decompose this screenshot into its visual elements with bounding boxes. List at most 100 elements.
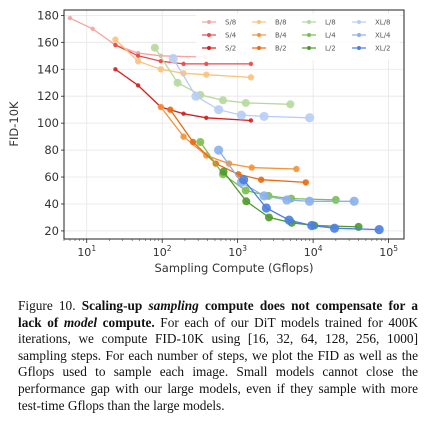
x-tick-label: 102 xyxy=(153,244,172,259)
data-point-b-8 xyxy=(203,71,210,78)
data-point-s-8 xyxy=(67,15,73,21)
legend-label: S/2 xyxy=(225,45,236,53)
legend-swatch-marker xyxy=(257,33,261,37)
series-s-8 xyxy=(67,15,208,60)
x-tick-label: 103 xyxy=(228,244,247,259)
y-tick-label: 120 xyxy=(37,89,59,103)
legend-swatch-marker xyxy=(307,20,311,24)
data-point-l-2 xyxy=(242,197,251,206)
series-line-xl-4 xyxy=(218,149,355,202)
data-point-l-8 xyxy=(173,78,182,87)
series-xl-2 xyxy=(239,175,384,235)
data-point-l-8 xyxy=(150,43,159,52)
data-point-s-2 xyxy=(204,115,209,120)
data-point-b-4 xyxy=(248,164,255,171)
figure-caption: Figure 10. Scaling-up sampling compute d… xyxy=(18,298,418,414)
data-point-b-8 xyxy=(157,66,165,73)
data-point-xl-8 xyxy=(236,110,246,120)
caption-figure-number: Figure 10. xyxy=(18,298,76,313)
data-point-xl-8 xyxy=(259,111,269,122)
legend-entry: XL/2 xyxy=(352,45,391,53)
caption-bold-part-3: compute. xyxy=(102,314,155,330)
data-point-l-4 xyxy=(196,138,205,147)
y-axis-label: FID-10K xyxy=(7,101,21,147)
legend-swatch-marker xyxy=(257,46,261,50)
y-tick-label: 60 xyxy=(44,170,59,184)
data-point-xl-8 xyxy=(168,53,178,64)
legend-entry: XL/4 xyxy=(352,32,391,40)
caption-bold-part-1: Scaling-up xyxy=(81,298,143,313)
series-line-b-8 xyxy=(114,39,251,79)
series-line-xl-2 xyxy=(243,179,380,231)
series-b-8 xyxy=(112,36,255,81)
data-point-l-8 xyxy=(286,100,295,109)
data-point-xl-2 xyxy=(284,215,294,225)
fid-vs-compute-chart: 20 40 60 80 100 120 140 160 180 101 102 103 104 105 S… xyxy=(7,8,405,275)
data-point-s-4 xyxy=(158,58,164,64)
data-point-xl-4 xyxy=(304,196,315,206)
legend-label: S/4 xyxy=(225,32,237,40)
data-point-b-2 xyxy=(257,176,265,183)
data-point-xl-8 xyxy=(214,105,224,115)
y-tick-label: 40 xyxy=(44,197,59,211)
legend-swatch-marker xyxy=(257,20,261,24)
x-axis-label: Sampling Compute (Gflops) xyxy=(154,261,313,275)
y-tick-label: 140 xyxy=(37,62,59,76)
data-point-xl-2 xyxy=(261,203,271,213)
data-point-s-4 xyxy=(181,61,186,67)
y-tick-label: 160 xyxy=(37,35,59,49)
data-point-b-2 xyxy=(167,106,174,113)
series-xl-8 xyxy=(168,53,315,123)
legend-entry: S/8 xyxy=(202,19,236,27)
x-tick-label: 104 xyxy=(304,244,323,259)
series-line-l-8 xyxy=(154,47,291,105)
data-point-b-4 xyxy=(157,103,165,111)
legend-label: B/2 xyxy=(275,45,287,53)
legend-entry: L/4 xyxy=(302,32,336,40)
data-point-s-4 xyxy=(135,53,141,58)
legend-entry: S/4 xyxy=(202,32,237,40)
data-point-s-4 xyxy=(204,61,209,67)
series-b-4 xyxy=(157,103,300,173)
legend-entry: S/2 xyxy=(202,45,236,53)
data-point-b-2 xyxy=(189,138,197,146)
data-point-b-2 xyxy=(302,179,310,186)
legend-swatch-marker xyxy=(207,46,211,50)
legend-label: B/4 xyxy=(275,32,287,40)
data-point-l-8 xyxy=(219,96,228,105)
legend-entry: B/4 xyxy=(252,32,287,40)
data-point-s-4 xyxy=(113,42,118,48)
legend-label: XL/8 xyxy=(375,19,391,27)
data-point-b-4 xyxy=(180,133,187,140)
legend-entry: XL/8 xyxy=(352,19,391,27)
data-point-l-4 xyxy=(241,186,250,195)
legend-swatch-marker xyxy=(207,33,211,37)
data-point-xl-4 xyxy=(259,191,269,201)
data-point-l-2 xyxy=(264,213,273,222)
data-point-xl-4 xyxy=(349,196,359,206)
caption-body: For each of our DiT models trained for 4… xyxy=(18,314,418,413)
legend-label: L/8 xyxy=(325,19,336,27)
legend-label: B/8 xyxy=(275,19,287,27)
caption-bold-italic-sampling: sampling xyxy=(148,298,199,313)
series-line-l-4 xyxy=(199,141,336,201)
series-line-b-4 xyxy=(160,106,297,170)
data-point-xl-8 xyxy=(305,113,315,123)
legend-swatch-marker xyxy=(357,33,361,37)
legend-label: XL/2 xyxy=(375,45,391,53)
series-line-xl-8 xyxy=(172,58,310,119)
data-point-b-8 xyxy=(134,57,142,65)
legend-swatch-marker xyxy=(357,46,361,50)
legend-entry: B/2 xyxy=(252,45,287,53)
legend-label: L/2 xyxy=(325,45,336,53)
data-point-s-2 xyxy=(181,111,186,116)
y-tick-label: 80 xyxy=(44,143,59,157)
x-tick-label: 101 xyxy=(77,244,96,259)
series-line-l-2 xyxy=(222,171,359,228)
data-point-xl-4 xyxy=(214,145,224,155)
data-point-s-4 xyxy=(248,61,254,67)
caption-bold-italic-model: model xyxy=(63,314,98,330)
data-point-l-2 xyxy=(219,167,228,176)
data-point-xl-4 xyxy=(282,195,292,205)
